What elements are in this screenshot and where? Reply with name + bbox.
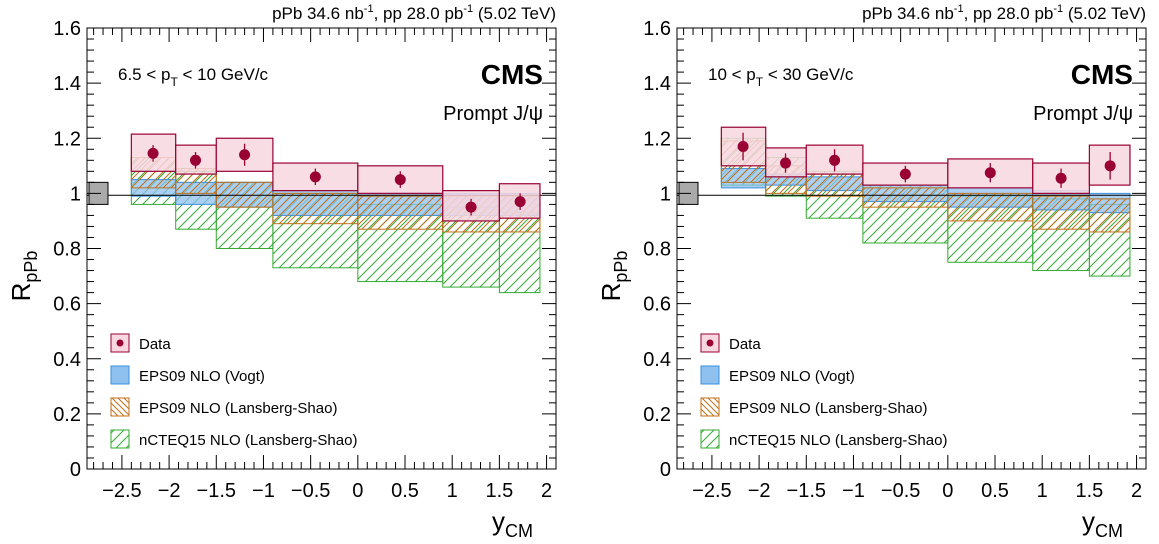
- x-tick-label: 0: [942, 480, 953, 502]
- y-tick-label: 0.4: [53, 349, 81, 371]
- x-tick-label: −1.5: [787, 480, 826, 502]
- legend-entry-data: Data: [700, 333, 761, 353]
- eps09-lansberg-band: [1088, 198, 1131, 233]
- x-tick-label: −2.5: [102, 480, 141, 502]
- data-point: [514, 196, 526, 208]
- svg-text:Data: Data: [139, 336, 171, 353]
- kinematic-range-label: 10 < pT < 30 GeV/c: [708, 65, 854, 89]
- x-axis: −2.5 −2 −1.5 −1 −0.5 0 0.5 1 1.5 2: [683, 28, 1142, 502]
- eps09-lansberg-band: [1032, 195, 1090, 230]
- x-tick-label: 0: [352, 480, 363, 502]
- x-tick-label: −2: [748, 480, 771, 502]
- y-axis-title: RpPb: [6, 251, 41, 302]
- y-tick-label: 1.6: [53, 18, 81, 40]
- data-point: [984, 167, 996, 179]
- legend: Data EPS09 NLO (Vogt) EPS09 NLO (Lansber…: [700, 333, 947, 449]
- experiment-label: CMS: [1071, 59, 1133, 90]
- y-tick-label: 0.2: [643, 404, 671, 426]
- data-point: [239, 149, 251, 161]
- x-tick-label: 2: [541, 480, 552, 502]
- y-tick-label: 0.8: [53, 239, 81, 261]
- eps09-lansberg-band: [947, 192, 1034, 222]
- legend-entry-ncteq15: nCTEQ15 NLO (Lansberg-Shao): [110, 429, 357, 449]
- legend-entry-eps09-lansberg: EPS09 NLO (Lansberg-Shao): [700, 397, 927, 417]
- y-tick-label: 0.8: [643, 239, 671, 261]
- y-tick-label: 0.6: [643, 294, 671, 316]
- y-tick-label: 1: [70, 183, 81, 205]
- y-tick-label: 0.4: [643, 349, 671, 371]
- data-point: [1055, 172, 1067, 184]
- svg-text:Data: Data: [729, 336, 761, 353]
- data-points: [130, 133, 541, 222]
- experiment-label: CMS: [481, 59, 543, 90]
- x-tick-label: −1: [252, 480, 275, 502]
- data-point: [737, 141, 749, 153]
- svg-text:EPS09 NLO (Lansberg-Shao): EPS09 NLO (Lansberg-Shao): [139, 400, 337, 417]
- kinematic-range-label: 6.5 < pT < 10 GeV/c: [118, 65, 269, 89]
- data-point: [309, 171, 321, 183]
- x-axis-title: yCM: [1082, 506, 1123, 541]
- legend-entry-eps09-vogt: EPS09 NLO (Vogt): [110, 365, 265, 385]
- theory-bands: [130, 157, 541, 294]
- x-tick-label: 1.5: [485, 480, 513, 502]
- svg-text:nCTEQ15 NLO (Lansberg-Shao): nCTEQ15 NLO (Lansberg-Shao): [139, 432, 357, 449]
- header-luminosity: pPb 34.6 nb-1, pp 28.0 pb-1 (5.02 TeV): [862, 3, 1146, 23]
- eps09-lansberg-band: [272, 192, 359, 225]
- particle-label: Prompt J/ψ: [1033, 103, 1133, 125]
- eps09-lansberg-band: [805, 173, 864, 197]
- header-luminosity: pPb 34.6 nb-1, pp 28.0 pb-1 (5.02 TeV): [272, 3, 556, 23]
- legend-entry-eps09-lansberg: EPS09 NLO (Lansberg-Shao): [110, 397, 337, 417]
- eps09-lansberg-band: [357, 195, 444, 230]
- data-point: [190, 154, 202, 166]
- y-tick-label: 0.2: [53, 404, 81, 426]
- y-tick-label: 0.6: [53, 294, 81, 316]
- svg-text:EPS09 NLO (Lansberg-Shao): EPS09 NLO (Lansberg-Shao): [729, 400, 927, 417]
- y-axis: 0 0.2 0.4 0.6 0.8 1 1.2 1.4 1.6: [643, 18, 1146, 481]
- x-tick-label: −0.5: [291, 480, 330, 502]
- panel-right: pPb 34.6 nb-1, pp 28.0 pb-1 (5.02 TeV) −…: [596, 3, 1147, 541]
- data-point: [780, 157, 792, 169]
- y-axis: 0 0.2 0.4 0.6 0.8 1 1.2 1.4 1.6: [53, 18, 556, 481]
- x-tick-label: 0.5: [981, 480, 1009, 502]
- y-tick-label: 0: [660, 459, 671, 481]
- particle-label: Prompt J/ψ: [443, 103, 543, 125]
- y-tick-label: 1.2: [53, 128, 81, 150]
- data-point: [147, 147, 159, 159]
- x-axis-title: yCM: [492, 506, 533, 541]
- x-tick-label: −1: [842, 480, 865, 502]
- legend-entry-eps09-vogt: EPS09 NLO (Vogt): [700, 365, 855, 385]
- data-point: [1104, 160, 1116, 172]
- legend-entry-data: Data: [110, 333, 171, 353]
- data-point: [465, 201, 477, 213]
- y-axis-title: RpPb: [596, 251, 631, 302]
- panel-left: pPb 34.6 nb-1, pp 28.0 pb-1 (5.02 TeV) −…: [6, 3, 557, 541]
- x-axis: −2.5 −2 −1.5 −1 −0.5 0 0.5 1 1.5 2: [93, 28, 552, 502]
- data-point: [899, 168, 911, 180]
- x-tick-label: −2: [158, 480, 181, 502]
- x-tick-label: −1.5: [197, 480, 236, 502]
- y-tick-label: 0: [70, 459, 81, 481]
- y-tick-label: 1.2: [643, 128, 671, 150]
- data-point: [394, 174, 406, 186]
- x-tick-label: 2: [1131, 480, 1142, 502]
- x-tick-label: 0.5: [391, 480, 419, 502]
- y-tick-label: 1.4: [643, 73, 671, 95]
- legend: Data EPS09 NLO (Vogt) EPS09 NLO (Lansber…: [110, 333, 357, 449]
- y-tick-label: 1.4: [53, 73, 81, 95]
- svg-text:EPS09 NLO (Vogt): EPS09 NLO (Vogt): [139, 368, 265, 385]
- eps09-lansberg-band: [862, 187, 949, 208]
- x-tick-label: 1: [447, 480, 458, 502]
- y-tick-label: 1: [660, 183, 671, 205]
- data-point: [829, 154, 841, 166]
- svg-text:EPS09 NLO (Vogt): EPS09 NLO (Vogt): [729, 368, 855, 385]
- x-tick-label: 1: [1037, 480, 1048, 502]
- x-tick-label: −0.5: [881, 480, 920, 502]
- data-points: [720, 126, 1131, 194]
- y-tick-label: 1.6: [643, 18, 671, 40]
- svg-text:nCTEQ15 NLO (Lansberg-Shao): nCTEQ15 NLO (Lansberg-Shao): [729, 432, 947, 449]
- x-tick-label: 1.5: [1075, 480, 1103, 502]
- x-tick-label: −2.5: [692, 480, 731, 502]
- legend-entry-ncteq15: nCTEQ15 NLO (Lansberg-Shao): [700, 429, 947, 449]
